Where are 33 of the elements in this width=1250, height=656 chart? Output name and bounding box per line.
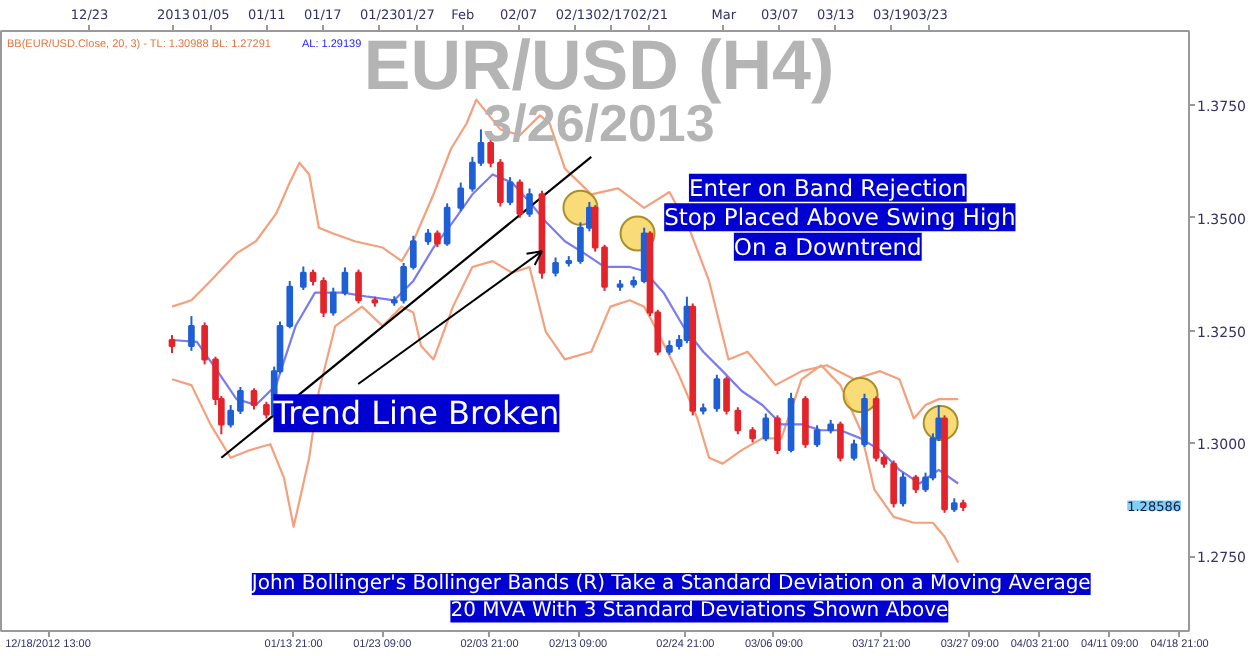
candlestick [774, 414, 781, 456]
candlestick [640, 226, 648, 285]
candlestick [723, 375, 730, 416]
annotation: 20 MVA With 3 Standard Deviations Shown Above [450, 600, 949, 623]
candlestick [713, 373, 721, 413]
candlestick [168, 334, 176, 355]
candlestick [850, 438, 858, 462]
candlestick [552, 256, 559, 278]
annotation: Enter on Band Rejection [688, 173, 967, 202]
candlestick [837, 420, 844, 463]
annotation: Stop Placed Above Swing High [664, 203, 1016, 232]
candlestick [457, 181, 465, 212]
candlestick [762, 412, 770, 443]
candlestick [899, 471, 907, 508]
candlestick [516, 178, 524, 219]
candlestick [320, 276, 327, 319]
candlestick [188, 315, 195, 352]
candlestick [526, 187, 533, 218]
candlestick [912, 473, 920, 494]
candlestick [300, 265, 307, 291]
candlestick [813, 424, 821, 448]
candlestick [734, 406, 742, 436]
candlestick [201, 321, 208, 366]
candlestick [861, 392, 868, 448]
candlestick [341, 266, 349, 297]
annotation: On a Downtrend [733, 232, 922, 261]
candlestick [329, 286, 337, 317]
candlestick [506, 176, 514, 207]
candlestick [802, 394, 809, 449]
candlestick [355, 268, 362, 305]
candlestick [250, 387, 258, 411]
annotation: Trend Line Broken [271, 394, 560, 433]
candlestick [443, 202, 451, 247]
